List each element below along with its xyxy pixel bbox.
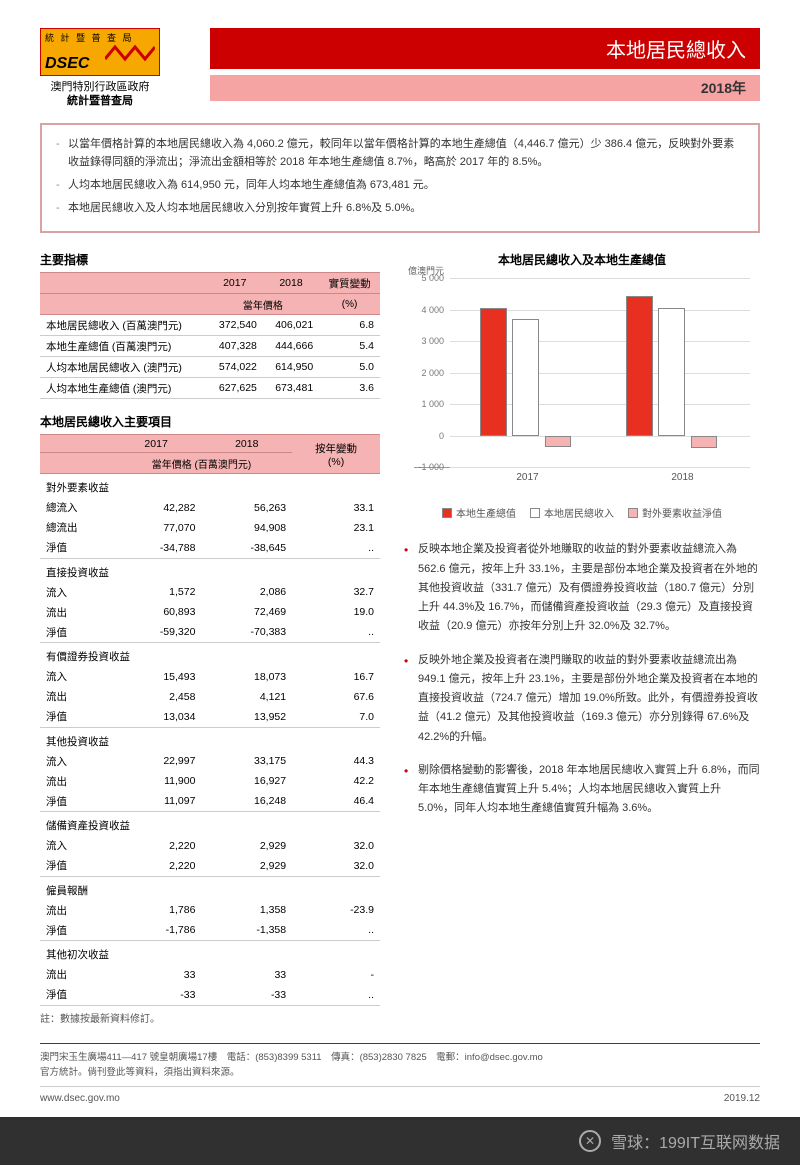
table-row: 本地生產總值 (百萬澳門元)407,328444,6665.4 [40, 336, 380, 357]
right-column: 本地居民總收入及本地生產總值 億澳門元 -1 00001 0002 0003 0… [404, 251, 760, 1025]
title-block: 本地居民總收入 2018年 [210, 28, 760, 101]
group-header: 儲備資產投資收益 [40, 812, 380, 836]
table-row: 人均本地生產總值 (澳門元)627,625673,4813.6 [40, 378, 380, 399]
logo-subtitle: 澳門特別行政區政府 統計暨普查局 [40, 80, 160, 109]
table-row: 總流出77,07094,90823.1 [40, 518, 380, 538]
key-indicators-table: 20172018實質變動 當年價格(%) 本地居民總收入 (百萬澳門元)372,… [40, 272, 380, 399]
table1-title: 主要指標 [40, 251, 380, 268]
table-row: 人均本地居民總收入 (澳門元)574,022614,9505.0 [40, 357, 380, 378]
group-header: 其他初次收益 [40, 941, 380, 965]
footer-date: 2019.12 [724, 1091, 760, 1107]
bar [691, 436, 717, 448]
footer: 澳門宋玉生廣場411—417 號皇朝廣場17樓 電話：(853)8399 531… [40, 1043, 760, 1107]
table-row: 淨值-1,786-1,358.. [40, 920, 380, 941]
chart-legend: 本地生產總值本地居民總收入對外要素收益淨值 [404, 505, 760, 520]
group-header: 其他投資收益 [40, 727, 380, 751]
table-row: 淨值2,2202,92932.0 [40, 856, 380, 877]
footer-note: 官方統計。倘刊登此等資料，須指出資料來源。 [40, 1065, 760, 1080]
components-table: 20172018按年變動(%) 當年價格 (百萬澳門元) 對外要素收益總流入42… [40, 434, 380, 1006]
document-year: 2018年 [210, 75, 760, 101]
table-row: 淨值11,09716,24846.4 [40, 791, 380, 812]
bar [545, 436, 571, 447]
group-header: 直接投資收益 [40, 558, 380, 582]
bar [658, 308, 684, 436]
logo-block: 統 計 暨 普 查 局 DSEC 澳門特別行政區政府 統計暨普查局 [40, 28, 190, 109]
table-row: 淨值-59,320-70,383.. [40, 622, 380, 643]
group-header: 僱員報酬 [40, 876, 380, 900]
bar-group [454, 278, 600, 467]
table-row: 流出11,90016,92742.2 [40, 771, 380, 791]
bar [626, 296, 652, 436]
bullet-item: 剔除價格變動的影響後，2018 年本地居民總收入實質上升 6.8%，而同年本地生… [404, 761, 760, 819]
dsec-logo: 統 計 暨 普 查 局 DSEC [40, 28, 160, 76]
x-label: 2017 [450, 472, 605, 483]
chart-title: 本地居民總收入及本地生產總值 [404, 251, 760, 268]
table-note: 註：數據按最新資料修訂。 [40, 1010, 380, 1025]
table-row: 流入1,5722,08632.7 [40, 582, 380, 602]
table-row: 流入22,99733,17544.3 [40, 751, 380, 771]
group-header: 對外要素收益 [40, 474, 380, 498]
table-row: 流出2,4584,12167.6 [40, 687, 380, 707]
legend-item: 對外要素收益淨值 [628, 505, 722, 520]
table2-title: 本地居民總收入主要項目 [40, 413, 380, 430]
summary-box: 以當年價格計算的本地居民總收入為 4,060.2 億元，較同年以當年價格計算的本… [40, 123, 760, 234]
table-row: 流入15,49318,07316.7 [40, 667, 380, 687]
bar [480, 308, 506, 436]
left-column: 主要指標 20172018實質變動 當年價格(%) 本地居民總收入 (百萬澳門元… [40, 251, 380, 1025]
summary-item: 本地居民總收入及人均本地居民總收入分別按年實質上升 6.8%及 5.0%。 [56, 199, 744, 218]
document-title: 本地居民總收入 [210, 28, 760, 69]
footer-url: www.dsec.gov.mo [40, 1091, 120, 1107]
table-row: 淨值13,03413,9527.0 [40, 707, 380, 728]
table-row: 總流入42,28256,26333.1 [40, 498, 380, 518]
bar-group [600, 278, 746, 467]
x-label: 2018 [605, 472, 760, 483]
legend-item: 本地生產總值 [442, 505, 516, 520]
bar-chart: 億澳門元 -1 00001 0002 0003 0004 0005 000 [414, 278, 750, 468]
footer-address: 澳門宋玉生廣場411—417 號皇朝廣場17樓 電話：(853)8399 531… [40, 1050, 760, 1065]
table-row: 流出60,89372,46919.0 [40, 602, 380, 622]
bar [512, 319, 538, 436]
header: 統 計 暨 普 查 局 DSEC 澳門特別行政區政府 統計暨普查局 本地居民總收… [40, 28, 760, 109]
table-row: 流入2,2202,92932.0 [40, 836, 380, 856]
watermark-icon: ✕ [579, 1130, 601, 1152]
summary-item: 人均本地居民總收入為 614,950 元，同年人均本地生產總值為 673,481… [56, 176, 744, 195]
watermark-text: 雪球：199IT互联网数据 [611, 1129, 780, 1153]
table-row: 淨值-34,788-38,645.. [40, 538, 380, 559]
watermark: ✕ 雪球：199IT互联网数据 [0, 1117, 800, 1165]
summary-item: 以當年價格計算的本地居民總收入為 4,060.2 億元，較同年以當年價格計算的本… [56, 135, 744, 172]
legend-item: 本地居民總收入 [530, 505, 614, 520]
logo-wave-icon [105, 41, 155, 65]
logo-name: DSEC [45, 55, 89, 73]
analysis-bullets: 反映本地企業及投資者從外地賺取的收益的對外要素收益總流入為 562.6 億元，按… [404, 540, 760, 818]
group-header: 有價證券投資收益 [40, 643, 380, 667]
table-row: 流出3333- [40, 965, 380, 985]
table-row: 淨值-33-33.. [40, 985, 380, 1006]
bullet-item: 反映外地企業及投資者在澳門賺取的收益的對外要素收益總流出為 949.1 億元，按… [404, 651, 760, 747]
bullet-item: 反映本地企業及投資者從外地賺取的收益的對外要素收益總流入為 562.6 億元，按… [404, 540, 760, 636]
table-row: 本地居民總收入 (百萬澳門元)372,540406,0216.8 [40, 315, 380, 336]
table-row: 流出1,7861,358-23.9 [40, 900, 380, 920]
